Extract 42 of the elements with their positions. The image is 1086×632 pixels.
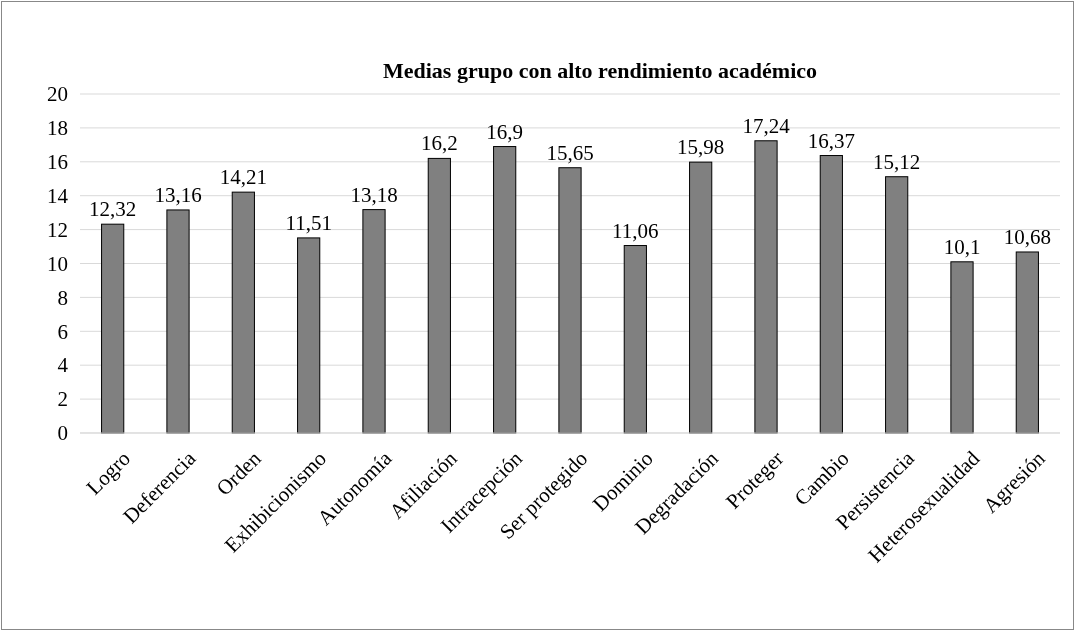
data-label: 16,9: [486, 119, 524, 144]
bar: [819, 155, 843, 434]
bar: [950, 261, 974, 434]
bar: [101, 223, 125, 434]
y-tick-label: 6: [57, 319, 68, 344]
data-label: 11,06: [612, 218, 659, 243]
bar: [231, 191, 255, 434]
bar: [297, 237, 321, 434]
bar: [623, 245, 647, 434]
data-label: 15,12: [873, 149, 921, 174]
bar: [754, 140, 778, 434]
bar: [689, 161, 713, 434]
data-label: 13,16: [154, 182, 202, 207]
data-label: 14,21: [219, 165, 267, 190]
y-tick-label: 0: [57, 421, 68, 446]
bar: [1015, 251, 1039, 434]
data-label: 16,2: [420, 131, 458, 156]
bar: [558, 167, 582, 434]
data-label: 12,32: [89, 197, 137, 222]
bar: [493, 146, 517, 434]
y-tick-label: 8: [57, 285, 68, 310]
data-label: 16,37: [807, 128, 855, 153]
y-tick-label: 12: [47, 217, 68, 242]
y-tick-label: 20: [47, 82, 68, 107]
bar: [427, 157, 451, 434]
chart-title: Medias grupo con alto rendimiento académico: [382, 58, 818, 83]
bar: [885, 176, 909, 434]
y-tick-label: 10: [47, 251, 68, 276]
data-label: 10,1: [943, 234, 981, 259]
y-tick-label: 4: [57, 353, 69, 378]
y-tick-label: 18: [47, 116, 68, 141]
data-label: 15,98: [677, 135, 725, 160]
y-tick-label: 14: [47, 183, 69, 208]
data-label: 10,68: [1003, 224, 1051, 249]
data-label: 15,65: [546, 140, 594, 165]
bar: [166, 209, 190, 434]
y-tick-label: 2: [57, 387, 68, 412]
y-tick-label: 16: [47, 150, 68, 175]
data-label: 17,24: [742, 113, 791, 138]
data-label: 11,51: [285, 210, 332, 235]
data-label: 13,18: [350, 182, 398, 207]
bar: [362, 209, 386, 434]
